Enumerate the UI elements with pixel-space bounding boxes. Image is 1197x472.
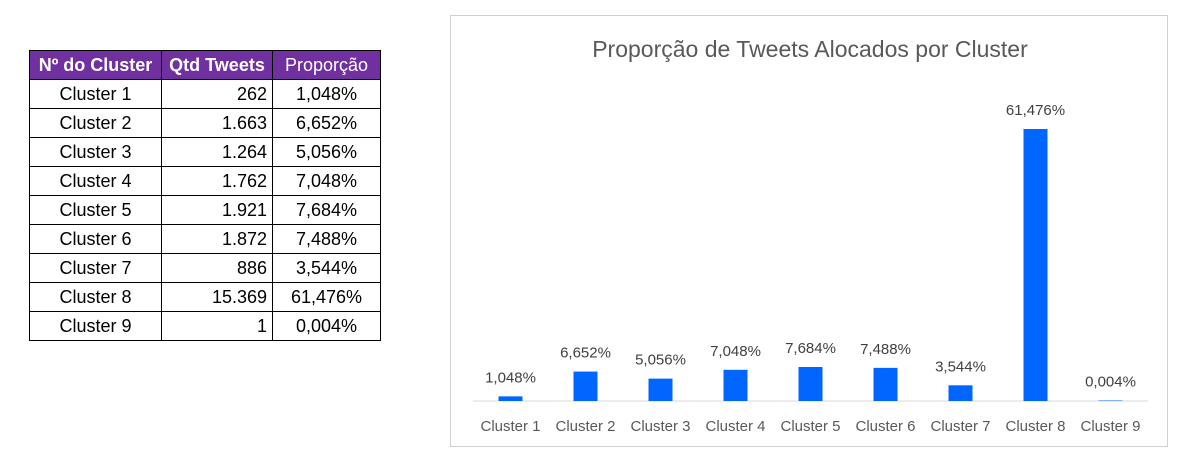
table-row: Cluster 9 1 0,004% bbox=[29, 311, 381, 341]
cell-proportion: 7,048% bbox=[272, 166, 381, 196]
x-tick-label: Cluster 9 bbox=[1080, 418, 1140, 435]
bar bbox=[498, 396, 523, 401]
cell-tweet-count: 1.921 bbox=[161, 195, 273, 225]
bar bbox=[648, 378, 673, 401]
bar bbox=[798, 367, 823, 401]
cell-cluster-number: Cluster 7 bbox=[29, 253, 162, 283]
cell-tweet-count: 886 bbox=[161, 253, 273, 283]
cell-cluster-number: Cluster 6 bbox=[29, 224, 162, 254]
data-label: 1,048% bbox=[485, 369, 536, 386]
data-label: 6,652% bbox=[560, 345, 611, 362]
header-cluster-number: Nº do Cluster bbox=[29, 50, 162, 80]
table-row: Cluster 5 1.921 7,684% bbox=[29, 195, 381, 225]
cell-tweet-count: 1.663 bbox=[161, 108, 273, 138]
bar bbox=[723, 369, 748, 401]
cell-proportion: 6,652% bbox=[272, 108, 381, 138]
cell-proportion: 7,684% bbox=[272, 195, 381, 225]
header-tweet-count: Qtd Tweets bbox=[161, 50, 273, 80]
table-row: Cluster 4 1.762 7,048% bbox=[29, 166, 381, 196]
bar-chart: Proporção de Tweets Alocados por Cluster… bbox=[473, 36, 1148, 435]
bar bbox=[1098, 400, 1123, 401]
cell-cluster-number: Cluster 8 bbox=[29, 282, 162, 312]
bar bbox=[573, 371, 598, 401]
cell-proportion: 0,004% bbox=[272, 311, 381, 341]
cell-proportion: 5,056% bbox=[272, 137, 381, 167]
x-tick-label: Cluster 1 bbox=[480, 418, 540, 435]
table-row: Cluster 3 1.264 5,056% bbox=[29, 137, 381, 167]
data-label: 61,476% bbox=[1006, 102, 1065, 119]
cell-tweet-count: 1.872 bbox=[161, 224, 273, 254]
bar bbox=[873, 367, 898, 401]
table-row: Cluster 2 1.663 6,652% bbox=[29, 108, 381, 138]
table-header-row: Nº do Cluster Qtd Tweets Proporção bbox=[29, 50, 381, 80]
x-tick-label: Cluster 8 bbox=[1005, 418, 1065, 435]
cell-cluster-number: Cluster 9 bbox=[29, 311, 162, 341]
cell-proportion: 7,488% bbox=[272, 224, 381, 254]
x-tick-label: Cluster 5 bbox=[780, 418, 840, 435]
table-row: Cluster 8 15.369 61,476% bbox=[29, 282, 381, 312]
bar bbox=[948, 385, 973, 401]
x-tick-label: Cluster 3 bbox=[630, 418, 690, 435]
cell-cluster-number: Cluster 1 bbox=[29, 79, 162, 109]
cell-cluster-number: Cluster 2 bbox=[29, 108, 162, 138]
x-tick-label: Cluster 4 bbox=[705, 418, 765, 435]
data-label: 5,056% bbox=[635, 352, 686, 369]
cell-cluster-number: Cluster 5 bbox=[29, 195, 162, 225]
cell-cluster-number: Cluster 4 bbox=[29, 166, 162, 196]
data-label: 7,048% bbox=[710, 343, 761, 360]
table-row: Cluster 7 886 3,544% bbox=[29, 253, 381, 283]
table-row: Cluster 1 262 1,048% bbox=[29, 79, 381, 109]
table-row: Cluster 6 1.872 7,488% bbox=[29, 224, 381, 254]
data-label: 7,488% bbox=[860, 341, 911, 358]
cell-tweet-count: 1.264 bbox=[161, 137, 273, 167]
cell-tweet-count: 262 bbox=[161, 79, 273, 109]
data-label: 3,544% bbox=[935, 358, 986, 375]
cell-proportion: 61,476% bbox=[272, 282, 381, 312]
header-proportion: Proporção bbox=[272, 50, 381, 80]
chart-area: Proporção de Tweets Alocados por Cluster… bbox=[450, 15, 1168, 447]
bar bbox=[1023, 129, 1048, 401]
x-tick-label: Cluster 6 bbox=[855, 418, 915, 435]
cell-proportion: 1,048% bbox=[272, 79, 381, 109]
data-label: 7,684% bbox=[785, 340, 836, 357]
cell-tweet-count: 1 bbox=[161, 311, 273, 341]
cell-cluster-number: Cluster 3 bbox=[29, 137, 162, 167]
cluster-table: Nº do Cluster Qtd Tweets Proporção Clust… bbox=[29, 50, 381, 341]
chart-title: Proporção de Tweets Alocados por Cluster bbox=[592, 36, 1028, 62]
cell-proportion: 3,544% bbox=[272, 253, 381, 283]
cell-tweet-count: 15.369 bbox=[161, 282, 273, 312]
x-tick-label: Cluster 2 bbox=[555, 418, 615, 435]
cell-tweet-count: 1.762 bbox=[161, 166, 273, 196]
x-tick-label: Cluster 7 bbox=[930, 418, 990, 435]
data-label: 0,004% bbox=[1085, 374, 1136, 391]
